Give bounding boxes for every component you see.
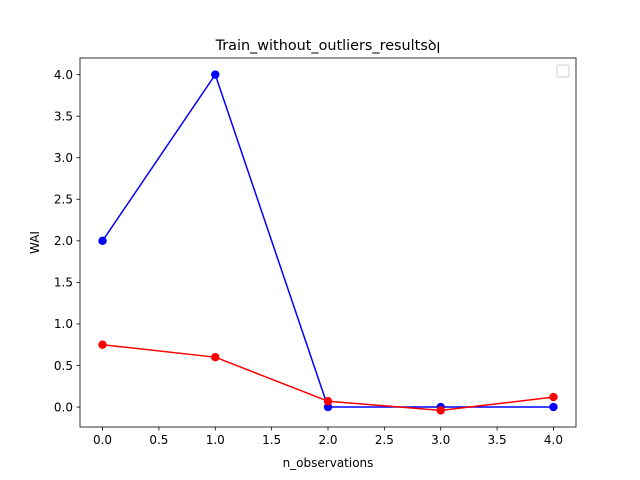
x-tick-label: 4.0 <box>544 433 563 447</box>
y-tick-label: 3.5 <box>54 109 73 123</box>
y-tick-label: 1.0 <box>54 317 73 331</box>
y-tick-label: 4.0 <box>54 68 73 82</box>
chart-title: Train_without_outliers_resultsꝺꞁ <box>215 38 441 54</box>
series-1-point <box>98 340 107 349</box>
x-tick-label: 0.0 <box>93 433 112 447</box>
series-0-point <box>211 70 220 79</box>
x-tick-label: 1.0 <box>206 433 225 447</box>
y-tick-label: 0.0 <box>54 400 73 414</box>
y-axis-label: WAI <box>28 231 42 254</box>
x-tick-label: 1.5 <box>262 433 281 447</box>
series-0-point <box>323 402 333 412</box>
legend-box <box>556 64 570 78</box>
x-tick-label: 2.5 <box>375 433 394 447</box>
x-tick-label: 3.5 <box>488 433 507 447</box>
y-tick-label: 0.5 <box>54 359 73 373</box>
series-1-point <box>211 352 220 362</box>
y-tick-label: 2.0 <box>54 234 73 248</box>
x-tick-label: 0.5 <box>149 433 168 447</box>
series-1-point <box>436 406 445 415</box>
y-tick-label: 2.5 <box>54 193 73 207</box>
series-1-point <box>549 392 558 402</box>
series-0-point <box>98 236 107 246</box>
plot-area <box>98 70 558 415</box>
x-axis-label: n_observations <box>283 456 374 470</box>
series-0-point <box>549 402 558 412</box>
axis-ticks: 0.0 0.5 1.0 1.5 2.0 2.5 3.0 3.5 4.0 0.0 0.5 1.0 1.5 2… <box>54 68 563 447</box>
y-tick-label: 3.0 <box>54 151 73 165</box>
y-tick-label: 1.5 <box>54 276 73 290</box>
series-1-point <box>323 397 333 406</box>
axes-frame <box>79 57 577 428</box>
x-tick-label: 3.0 <box>431 433 450 447</box>
x-tick-label: 2.0 <box>318 433 337 447</box>
